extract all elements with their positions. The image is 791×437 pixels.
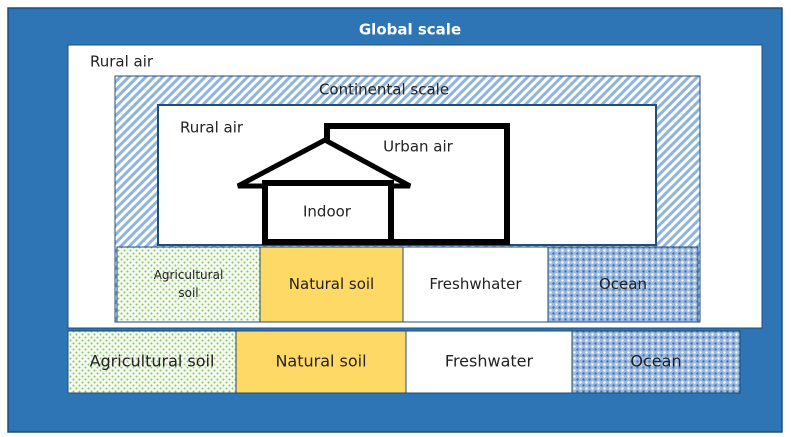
indoor-box xyxy=(262,180,394,245)
continental-compartments: Agricultural soil Natural soil Freshwhater O… xyxy=(116,246,699,323)
compartment-label: Freshwater xyxy=(445,352,534,371)
compartment xyxy=(571,330,741,394)
compartment xyxy=(405,330,573,394)
global-air-label: Rural air xyxy=(90,53,154,71)
compartment-label: Agricultural soil xyxy=(90,352,215,371)
compartment-label: Agricultural xyxy=(154,268,224,282)
global-title: Global scale xyxy=(359,21,461,39)
compartment xyxy=(547,246,699,323)
compartment-label: Ocean xyxy=(599,275,647,293)
compartment-label: Ocean xyxy=(630,352,681,371)
compartment-label: Natural soil xyxy=(289,275,374,293)
global-compartments: Agricultural soil Natural soil Freshwater O… xyxy=(67,330,741,394)
compartment xyxy=(67,330,237,394)
compartment-label: soil xyxy=(178,286,198,300)
compartment xyxy=(116,246,261,323)
compartment xyxy=(259,246,404,323)
compartment-label: Natural soil xyxy=(275,352,366,371)
urban-label: Urban air xyxy=(383,138,453,156)
indoor-label: Indoor xyxy=(303,203,352,221)
compartment-label: Freshwhater xyxy=(429,275,522,293)
continental-title: Continental scale xyxy=(319,81,449,99)
compartment xyxy=(235,330,407,394)
compartment xyxy=(402,246,549,323)
continental-air-label: Rural air xyxy=(180,119,244,137)
